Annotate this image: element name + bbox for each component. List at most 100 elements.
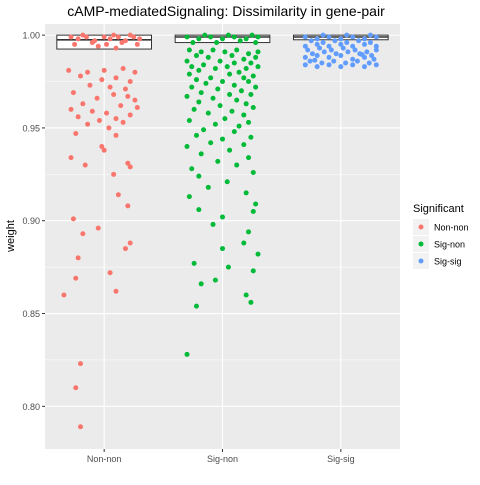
data-point [132,98,137,103]
legend-swatch [419,242,424,247]
data-point [244,101,249,106]
data-point [237,70,242,75]
data-point [248,60,253,65]
data-point [196,174,201,179]
data-point [227,72,232,77]
data-point [315,53,320,58]
data-point [250,33,255,38]
data-point [108,85,113,90]
data-point [213,122,218,127]
data-point [350,34,355,39]
data-point [256,252,261,257]
data-point [202,33,207,38]
data-point [78,73,83,78]
data-point [310,51,315,56]
data-point [229,53,234,58]
data-point [341,46,346,51]
data-point [135,42,140,47]
data-point [256,64,261,69]
data-point [185,94,190,99]
data-point [334,51,339,56]
data-point [111,172,116,177]
data-point [343,60,348,65]
data-point [222,116,227,121]
data-point [246,79,251,84]
data-point [315,64,320,69]
data-point [360,52,365,57]
data-point [344,33,349,38]
data-point [256,34,261,39]
data-point [303,62,308,67]
data-point [232,60,237,65]
data-point [213,66,218,71]
data-point [80,101,85,106]
data-point [114,46,119,51]
data-point [71,216,76,221]
data-point [244,190,249,195]
data-point [251,73,256,78]
data-point [220,137,225,142]
data-point [213,278,218,283]
data-point [73,276,78,281]
data-point [199,49,204,54]
data-point [106,125,111,130]
data-point [312,58,317,63]
data-point [80,33,85,38]
data-point [196,207,201,212]
data-point [362,64,367,69]
data-point [185,59,190,64]
data-point [196,99,201,104]
data-point [238,38,243,43]
data-point [192,107,197,112]
data-point [114,289,119,294]
data-point [208,140,213,145]
data-point [241,240,246,245]
data-point [367,60,372,65]
data-point [208,75,213,80]
data-point [185,352,190,357]
y-axis-label: weight [5,220,17,253]
data-point [123,246,128,251]
data-point [83,163,88,168]
data-point [206,111,211,116]
data-point [227,92,232,97]
data-point [234,47,239,52]
data-point [185,144,190,149]
data-point [222,49,227,54]
data-point [305,47,310,52]
data-point [246,51,251,56]
data-point [71,90,76,95]
data-point [327,62,332,67]
data-point [189,64,194,69]
y-tick-label: 0.90 [22,216,40,226]
data-point [226,265,231,270]
data-point [251,209,256,214]
data-point [128,79,133,84]
data-point [220,215,225,220]
data-point [73,385,78,390]
data-point [220,36,225,41]
data-point [189,85,194,90]
legend-label: Sig-sig [434,257,462,267]
data-point [72,42,77,47]
data-point [344,40,349,45]
data-point [374,47,379,52]
data-point [114,75,119,80]
data-point [66,68,71,73]
data-point [121,120,126,125]
data-point [246,229,251,234]
data-point [211,222,216,227]
data-point [248,92,253,97]
data-point [90,109,95,114]
legend-title: Significant [413,203,464,215]
data-point [187,72,192,77]
x-tick-label: Sig-sig [327,454,355,464]
data-point [119,40,124,45]
data-point [356,38,361,43]
data-point [104,111,109,116]
data-point [362,42,367,47]
data-point [199,90,204,95]
data-point [137,36,142,41]
data-point [232,83,237,88]
